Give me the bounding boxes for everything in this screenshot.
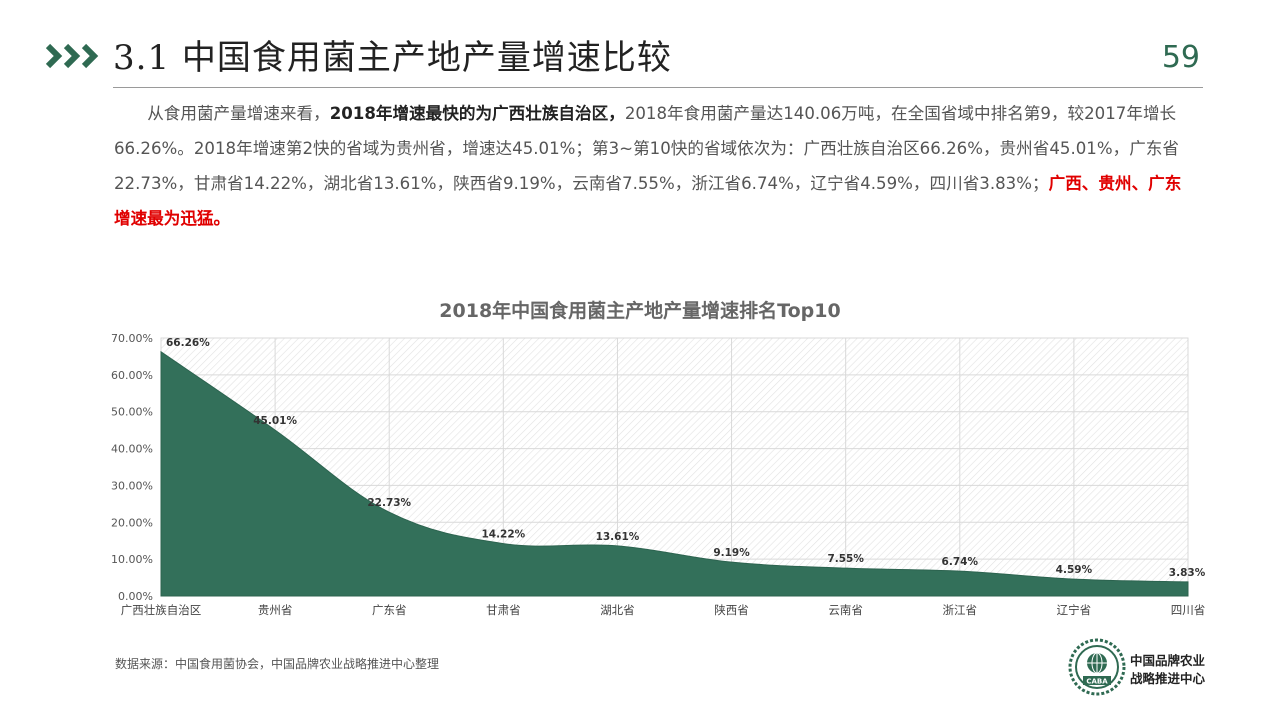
y-tick-label: 60.00% bbox=[111, 369, 153, 382]
y-tick-label: 20.00% bbox=[111, 516, 153, 529]
x-tick-label: 广东省 bbox=[372, 603, 407, 617]
data-label: 14.22% bbox=[481, 529, 525, 541]
org-line1: 中国品牌农业 bbox=[1130, 653, 1206, 668]
data-label: 13.61% bbox=[596, 531, 640, 543]
org-name: 中国品牌农业 战略推进中心 bbox=[1130, 652, 1205, 688]
x-tick-label: 湖北省 bbox=[600, 603, 635, 617]
data-label: 45.01% bbox=[253, 415, 297, 427]
para-body: 2018年食用菌产量达140.06万吨，在全国省域中排名第9，较2017年增长6… bbox=[114, 104, 1179, 193]
x-tick-label: 浙江省 bbox=[943, 603, 978, 617]
data-label: 7.55% bbox=[827, 553, 864, 565]
y-tick-label: 0.00% bbox=[118, 590, 153, 603]
caba-logo: CABA bbox=[1068, 638, 1126, 696]
page-title: 3.1 中国食用菌主产地产量增速比较 bbox=[113, 38, 672, 78]
org-line2: 战略推进中心 bbox=[1130, 671, 1206, 686]
x-tick-label: 甘肃省 bbox=[486, 603, 521, 617]
x-tick-label: 广西壮族自治区 bbox=[121, 603, 202, 617]
x-tick-label: 贵州省 bbox=[258, 603, 293, 617]
y-tick-label: 70.00% bbox=[111, 332, 153, 345]
y-tick-label: 10.00% bbox=[111, 553, 153, 566]
para-highlight: 广西、贵州、广东增速最为迅猛。 bbox=[114, 174, 1182, 228]
x-tick-label: 陕西省 bbox=[714, 603, 749, 617]
x-tick-label: 四川省 bbox=[1171, 603, 1206, 617]
para-lead: 从食用菌产量增速来看， bbox=[147, 104, 330, 123]
y-tick-label: 40.00% bbox=[111, 443, 153, 456]
y-tick-label: 50.00% bbox=[111, 406, 153, 419]
page-number: 59 bbox=[1161, 40, 1200, 75]
data-label: 4.59% bbox=[1056, 564, 1093, 576]
x-tick-label: 辽宁省 bbox=[1057, 603, 1092, 617]
chevrons-icon bbox=[46, 43, 99, 69]
data-source: 数据来源：中国食用菌协会，中国品牌农业战略推进中心整理 bbox=[115, 657, 440, 671]
x-tick-label: 云南省 bbox=[828, 603, 863, 617]
data-label: 6.74% bbox=[942, 556, 979, 568]
data-label: 9.19% bbox=[713, 547, 750, 559]
para-bold: 2018年增速最快的为广西壮族自治区， bbox=[329, 104, 625, 123]
title-divider bbox=[113, 87, 1203, 88]
data-label: 3.83% bbox=[1169, 567, 1206, 579]
chart-title: 2018年中国食用菌主产地产量增速排名Top10 bbox=[439, 300, 841, 322]
summary-paragraph: 从食用菌产量增速来看，2018年增速最快的为广西壮族自治区，2018年食用菌产量… bbox=[114, 96, 1189, 236]
logo-text: CABA bbox=[1086, 678, 1108, 686]
y-tick-label: 30.00% bbox=[111, 479, 153, 492]
data-label: 22.73% bbox=[367, 497, 411, 509]
data-label: 66.26% bbox=[166, 337, 210, 349]
area-series bbox=[160, 350, 1189, 597]
